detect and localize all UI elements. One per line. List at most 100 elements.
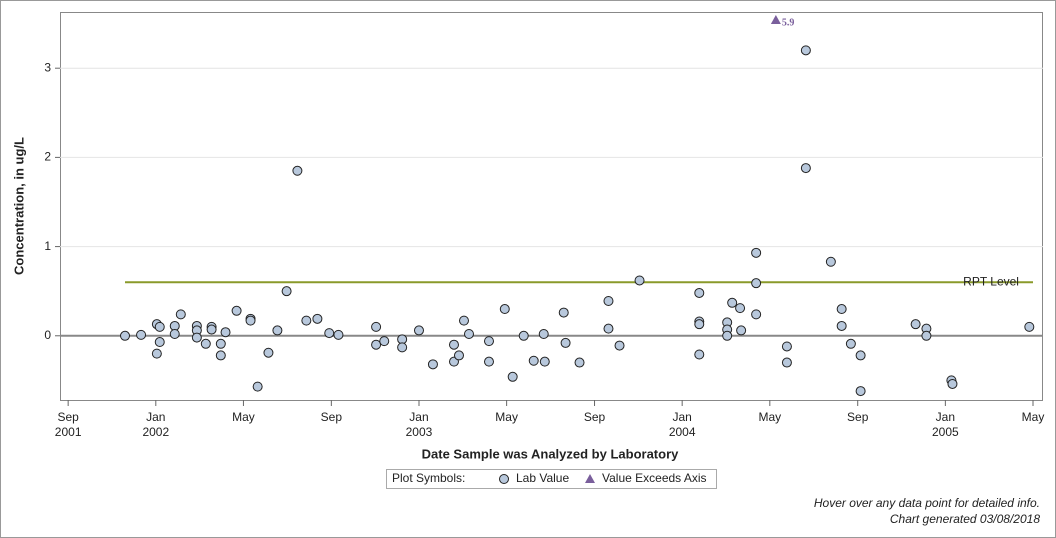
data-point[interactable]: [751, 247, 762, 258]
data-point[interactable]: [151, 348, 162, 359]
data-point[interactable]: [371, 321, 382, 332]
x-tick-label: Sep 2001: [55, 410, 82, 439]
data-point[interactable]: [845, 338, 856, 349]
x-tick-label: May: [758, 410, 781, 424]
data-point[interactable]: [855, 386, 866, 397]
data-point[interactable]: [736, 325, 747, 336]
data-point[interactable]: [215, 338, 226, 349]
x-tick-label: May: [1022, 410, 1045, 424]
data-point[interactable]: [751, 309, 762, 320]
legend-label: Value Exceeds Axis: [602, 471, 707, 485]
x-tick-label: Jan 2005: [932, 410, 959, 439]
data-point[interactable]: [292, 165, 303, 176]
data-point[interactable]: [770, 15, 781, 24]
data-point[interactable]: [397, 342, 408, 353]
data-point[interactable]: [169, 328, 180, 339]
data-point[interactable]: [825, 256, 836, 267]
x-tick-label: Jan 2002: [142, 410, 169, 439]
data-point[interactable]: [312, 313, 323, 324]
data-point[interactable]: [518, 330, 529, 341]
data-point[interactable]: [528, 355, 539, 366]
data-point[interactable]: [215, 350, 226, 361]
y-tick-label: 1: [44, 239, 51, 253]
data-point[interactable]: [499, 304, 510, 315]
reference-label: RPT Level: [963, 274, 1019, 288]
data-point[interactable]: [175, 309, 186, 320]
x-tick-label: Sep: [321, 410, 343, 424]
data-point[interactable]: [634, 275, 645, 286]
data-point[interactable]: [324, 328, 335, 339]
legend-symbol: [585, 474, 595, 483]
x-tick-label: May: [232, 410, 255, 424]
x-tick-label: Jan 2003: [406, 410, 433, 439]
data-point[interactable]: [1024, 321, 1035, 332]
data-point[interactable]: [800, 163, 811, 174]
data-point[interactable]: [281, 286, 292, 297]
data-point[interactable]: [574, 357, 585, 368]
value-label: 5.9: [782, 17, 795, 28]
data-point[interactable]: [507, 371, 518, 382]
data-point[interactable]: [558, 307, 569, 318]
data-point[interactable]: [371, 339, 382, 350]
data-point[interactable]: [200, 338, 211, 349]
data-point[interactable]: [603, 295, 614, 306]
data-point[interactable]: [245, 315, 256, 326]
data-point[interactable]: [379, 336, 390, 347]
data-point[interactable]: [463, 328, 474, 339]
legend-title: Plot Symbols:: [392, 471, 465, 485]
data-point[interactable]: [483, 356, 494, 367]
data-point[interactable]: [614, 340, 625, 351]
data-point[interactable]: [453, 350, 464, 361]
data-point[interactable]: [483, 336, 494, 347]
data-point[interactable]: [921, 330, 932, 341]
data-point[interactable]: [191, 332, 202, 343]
data-point[interactable]: [781, 357, 792, 368]
data-point[interactable]: [333, 329, 344, 340]
legend-label: Lab Value: [516, 471, 569, 485]
footnote: Hover over any data point for detailed i…: [814, 496, 1040, 510]
data-point[interactable]: [206, 324, 217, 335]
legend-box: [386, 469, 717, 489]
data-point[interactable]: [427, 359, 438, 370]
data-point[interactable]: [413, 325, 424, 336]
data-point[interactable]: [800, 45, 811, 56]
data-point[interactable]: [910, 319, 921, 330]
data-point[interactable]: [448, 339, 459, 350]
data-point[interactable]: [301, 315, 312, 326]
data-point[interactable]: [836, 304, 847, 315]
y-tick-label: 0: [44, 328, 51, 342]
data-point[interactable]: [458, 315, 469, 326]
data-point[interactable]: [694, 319, 705, 330]
data-point[interactable]: [603, 323, 614, 334]
data-point[interactable]: [252, 381, 263, 392]
data-point[interactable]: [855, 350, 866, 361]
data-point[interactable]: [220, 327, 231, 338]
data-point[interactable]: [560, 337, 571, 348]
data-point[interactable]: [263, 347, 274, 358]
data-point[interactable]: [231, 305, 242, 316]
data-point[interactable]: [694, 287, 705, 298]
data-point[interactable]: [539, 356, 550, 367]
data-point[interactable]: [722, 330, 733, 341]
data-point[interactable]: [538, 328, 549, 339]
footnote: Chart generated 03/08/2018: [890, 512, 1040, 526]
data-point[interactable]: [694, 349, 705, 360]
x-axis-title: Date Sample was Analyzed by Laboratory: [422, 446, 679, 461]
data-point[interactable]: [120, 330, 131, 341]
data-point[interactable]: [154, 337, 165, 348]
data-point[interactable]: [947, 378, 958, 389]
data-point[interactable]: [727, 297, 738, 308]
y-axis-title: Concentration, in ug/L: [11, 137, 26, 275]
data-point[interactable]: [136, 329, 147, 340]
data-point[interactable]: [272, 325, 283, 336]
data-point[interactable]: [781, 341, 792, 352]
data-point[interactable]: [735, 303, 746, 314]
x-tick-label: Jan 2004: [669, 410, 696, 439]
data-point[interactable]: [751, 278, 762, 289]
x-tick-label: Sep: [847, 410, 869, 424]
data-point[interactable]: [154, 321, 165, 332]
data-point[interactable]: [836, 320, 847, 331]
y-tick-label: 3: [44, 60, 51, 74]
